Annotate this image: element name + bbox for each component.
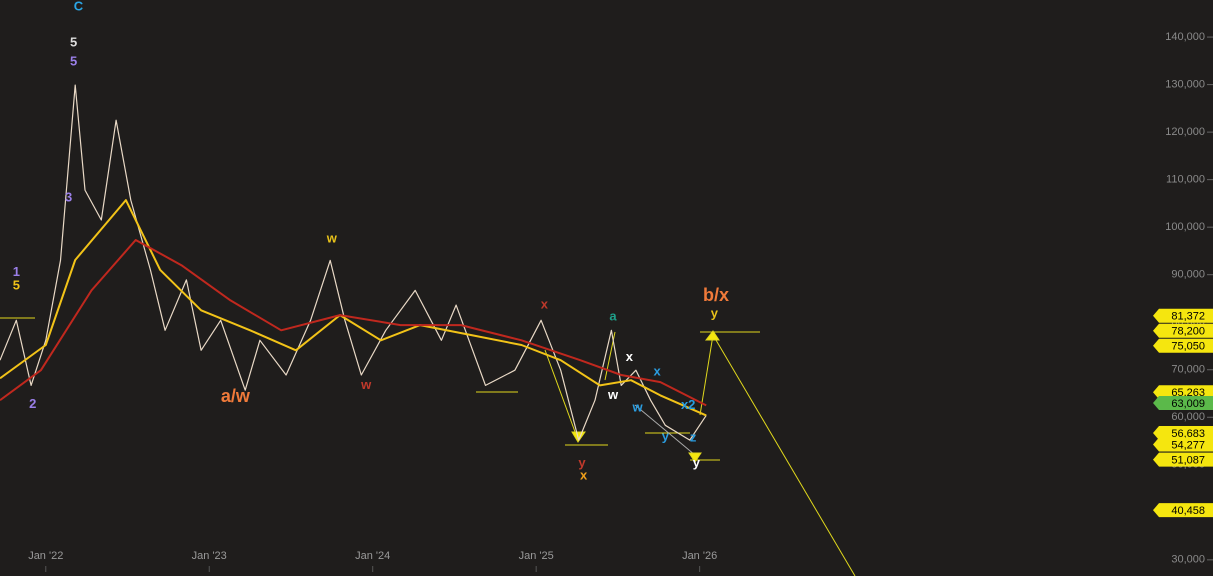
y-tick-label: 70,000 [1171,364,1205,376]
wave-label: w [360,377,372,392]
wave-label: 2 [29,396,36,411]
x-tick-label: Jan '24 [355,550,390,562]
x-tick-label: Jan '23 [192,550,227,562]
x-tick-label: Jan '22 [28,550,63,562]
y-tick-label: 30,000 [1171,554,1205,566]
wave-label: 3 [65,190,72,205]
wave-label: x [580,468,588,483]
price-tag [1153,395,1213,410]
y-tick-label: 130,000 [1165,79,1205,91]
projection-line [712,334,856,576]
y-tick-label: 100,000 [1165,221,1205,233]
wave-line [699,334,714,416]
price-tag [1153,437,1213,452]
series-line [0,199,707,417]
price-tag [1153,323,1213,338]
price-tag [1153,385,1213,400]
price-tag [1153,308,1213,323]
y-tick-label: 120,000 [1165,126,1205,138]
wave-label: w [326,230,338,245]
wave-label: 5 [70,54,77,69]
drawings [0,317,856,576]
price-tag-label: 51,087 [1171,455,1205,467]
x-tick-label: Jan '26 [682,550,717,562]
price-tag [1153,338,1213,353]
wave-label: 5 [13,278,20,293]
price-tag-label: 63,009 [1171,398,1205,410]
wave-line [634,404,696,456]
arrow-head [704,330,720,341]
price-tag [1153,503,1213,518]
wave-label: x2 [681,397,695,412]
wave-line [544,349,579,441]
wave-label: x [654,364,662,379]
wave-label: y [578,455,586,470]
price-tag-label: 78,200 [1171,326,1205,338]
y-tick-label: 60,000 [1171,411,1205,423]
wave-label: a/w [221,386,251,406]
y-tick-label: 90,000 [1171,269,1205,281]
price-tag-label: 81,372 [1171,311,1205,323]
x-tick-label: Jan '25 [519,550,554,562]
price-tag-label: 75,050 [1171,341,1205,353]
price-tag-label: 56,683 [1171,428,1205,440]
series-line [0,84,707,441]
price-tag [1153,452,1213,467]
price-tag [1153,426,1213,441]
wave-label: z [690,430,697,445]
wave-label: y [693,455,701,470]
wave-label: w [631,400,643,415]
y-tick-label: 110,000 [1166,174,1205,186]
series-line [0,239,707,407]
price-tag-label: 40,458 [1171,505,1205,517]
wave-label: 5 [70,35,77,50]
y-tick-label: 140,000 [1165,31,1205,43]
wave-label: a [609,308,617,323]
wave-label: b/x [703,285,729,305]
wave-label: 1 [13,264,20,279]
wave-label: y [711,306,719,321]
wave-label: x [541,297,549,312]
wave-label: w [607,387,619,402]
wave-label: C [74,0,84,14]
wave-label: y [662,429,670,444]
price-tag-label: 54,277 [1171,439,1205,451]
arrow-head [688,452,702,463]
wave-label: x [626,349,634,364]
